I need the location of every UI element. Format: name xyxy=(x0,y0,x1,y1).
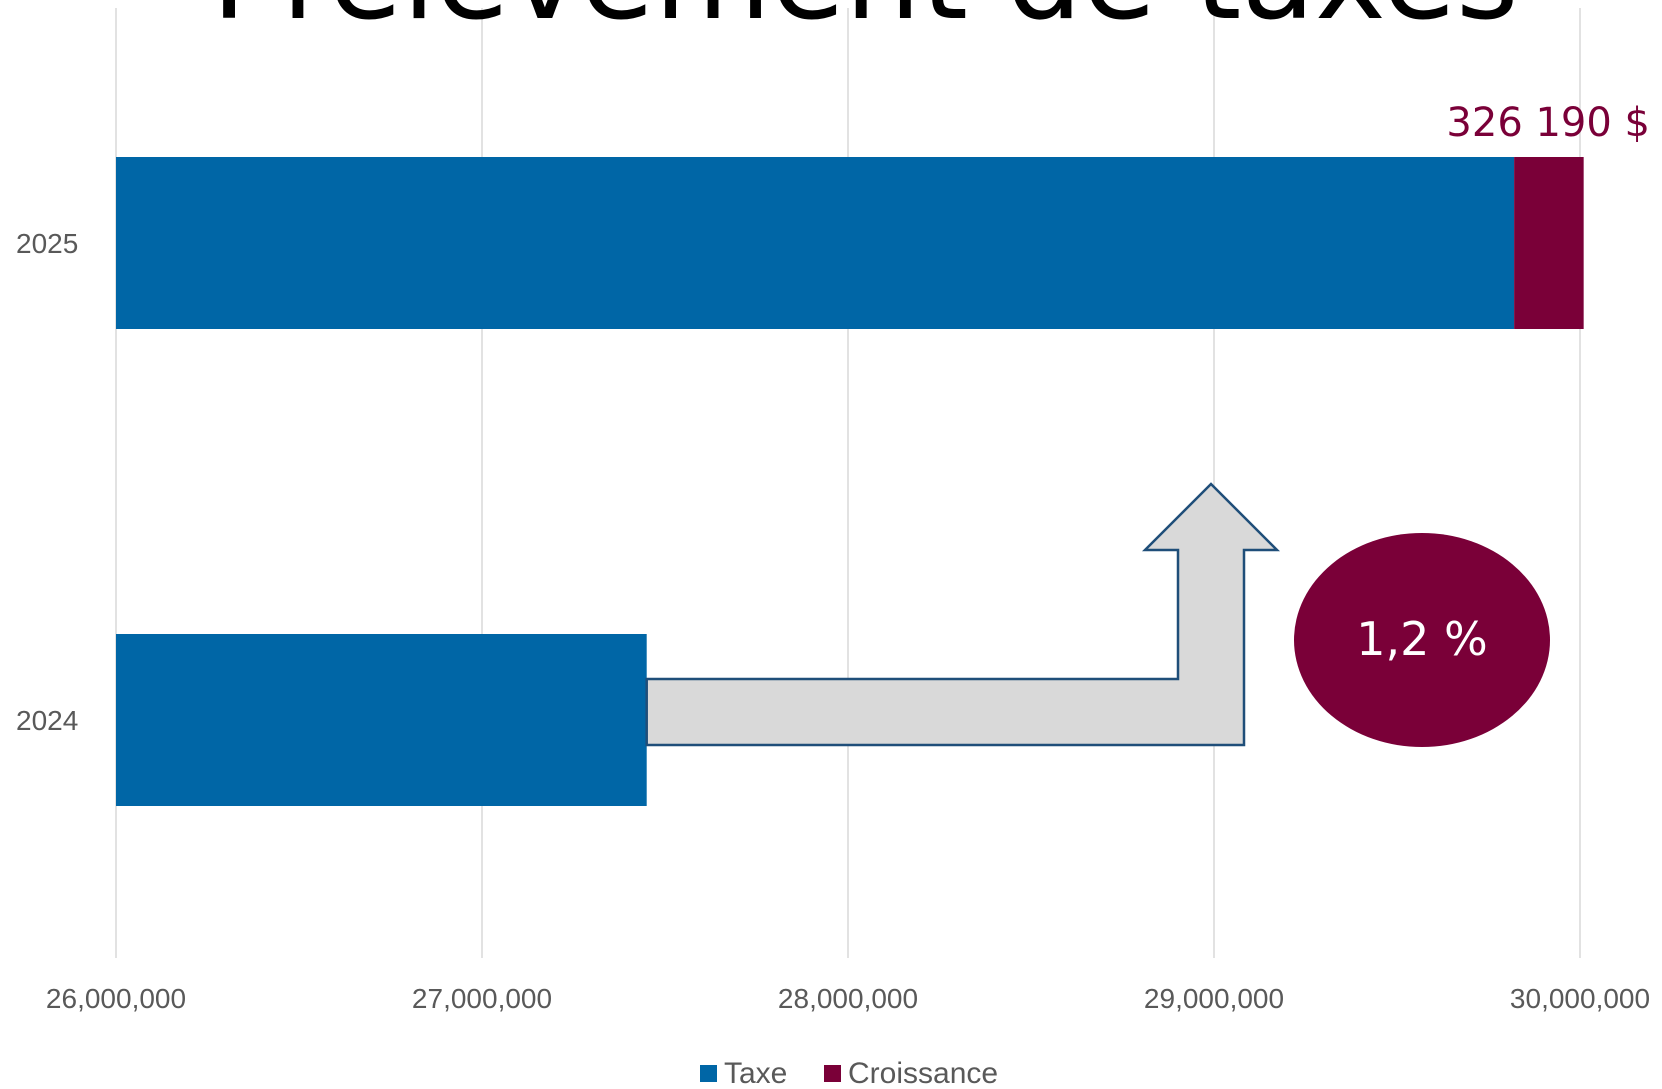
x-tick-label-1: 27,000,000 xyxy=(412,983,552,1014)
legend-swatch-croissance xyxy=(824,1065,841,1082)
x-tick-label-0: 26,000,000 xyxy=(46,983,186,1014)
legend-label-croissance: Croissance xyxy=(848,1057,998,1089)
legend: Taxe Croissance xyxy=(700,1057,998,1089)
y-category-label-2025: 2025 xyxy=(16,228,78,259)
x-tick-label-4: 30,000,000 xyxy=(1510,983,1650,1014)
legend-swatch-taxe xyxy=(700,1065,717,1082)
chart-title: Prélèvement de taxes xyxy=(211,0,1518,47)
bar-taxe-2024 xyxy=(116,634,647,806)
bar-croissance-2025 xyxy=(1514,157,1584,329)
y-axis-category-labels: 2025 2024 xyxy=(16,228,78,736)
bar-taxe-2025 xyxy=(116,157,1515,329)
growth-arrow-shape xyxy=(645,482,1281,747)
growth-percent-label: 1,2 % xyxy=(1356,612,1488,666)
bars xyxy=(116,157,1584,806)
y-category-label-2024: 2024 xyxy=(16,705,78,736)
x-tick-label-3: 29,000,000 xyxy=(1144,983,1284,1014)
growth-amount-label: 326 190 $ xyxy=(1446,100,1650,146)
gridlines xyxy=(115,8,1581,958)
x-tick-label-2: 28,000,000 xyxy=(778,983,918,1014)
x-axis-tick-labels: 26,000,000 27,000,000 28,000,000 29,000,000… xyxy=(46,983,1650,1014)
growth-percent-badge xyxy=(1294,533,1550,747)
legend-label-taxe: Taxe xyxy=(724,1057,787,1089)
